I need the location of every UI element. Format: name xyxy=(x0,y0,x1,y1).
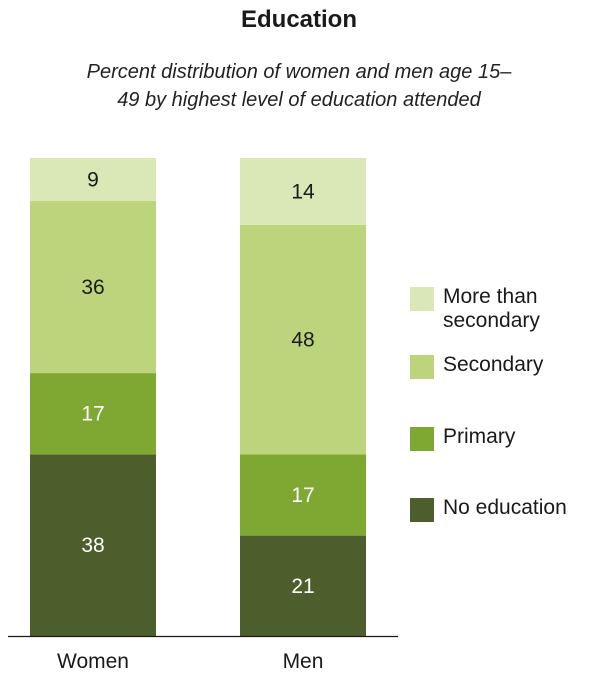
category-label-women: Women xyxy=(57,650,129,673)
chart-subtitle: Percent distribution of women and men ag… xyxy=(86,61,512,111)
data-label-men-no-education: 21 xyxy=(291,575,314,598)
bar-segment-women-secondary xyxy=(30,201,156,374)
legend-label-secondary: Secondary xyxy=(443,353,544,376)
data-label-women-secondary: 36 xyxy=(81,276,104,299)
legend-item-primary: Primary xyxy=(410,425,515,451)
chart-title: Education xyxy=(240,6,357,33)
data-label-men-more-than-secondary: 14 xyxy=(291,180,315,203)
legend-label-primary: Primary xyxy=(443,425,516,448)
data-label-women-primary: 17 xyxy=(81,403,104,426)
category-label-men: Men xyxy=(283,650,324,673)
legend-label-no-education: No education xyxy=(443,496,567,519)
legend-item-more-than-secondary: More than secondary xyxy=(410,285,540,333)
bar-segment-men-primary xyxy=(240,454,366,536)
bar-segment-women-more-than-secondary xyxy=(30,158,156,202)
legend-swatch-primary xyxy=(410,427,434,451)
legend-item-secondary: Secondary xyxy=(410,353,543,379)
legend-swatch-no-education xyxy=(410,498,434,522)
bar-segment-women-no-education xyxy=(30,454,156,636)
data-label-women-more-than-secondary: 9 xyxy=(87,169,99,192)
legend-swatch-more-than-secondary xyxy=(410,287,434,311)
legend-item-no-education: No education xyxy=(410,496,567,522)
data-label-women-no-education: 38 xyxy=(81,534,104,557)
data-label-men-primary: 17 xyxy=(291,484,314,507)
bar-segment-women-primary xyxy=(30,373,156,455)
bar-segment-men-more-than-secondary xyxy=(240,158,366,225)
bar-segment-men-secondary xyxy=(240,224,366,455)
legend-label-more-than-secondary: More than secondary xyxy=(443,285,540,332)
legend-swatch-secondary xyxy=(410,355,434,379)
bar-segment-men-no-education xyxy=(240,535,366,636)
data-label-men-secondary: 48 xyxy=(291,329,314,352)
